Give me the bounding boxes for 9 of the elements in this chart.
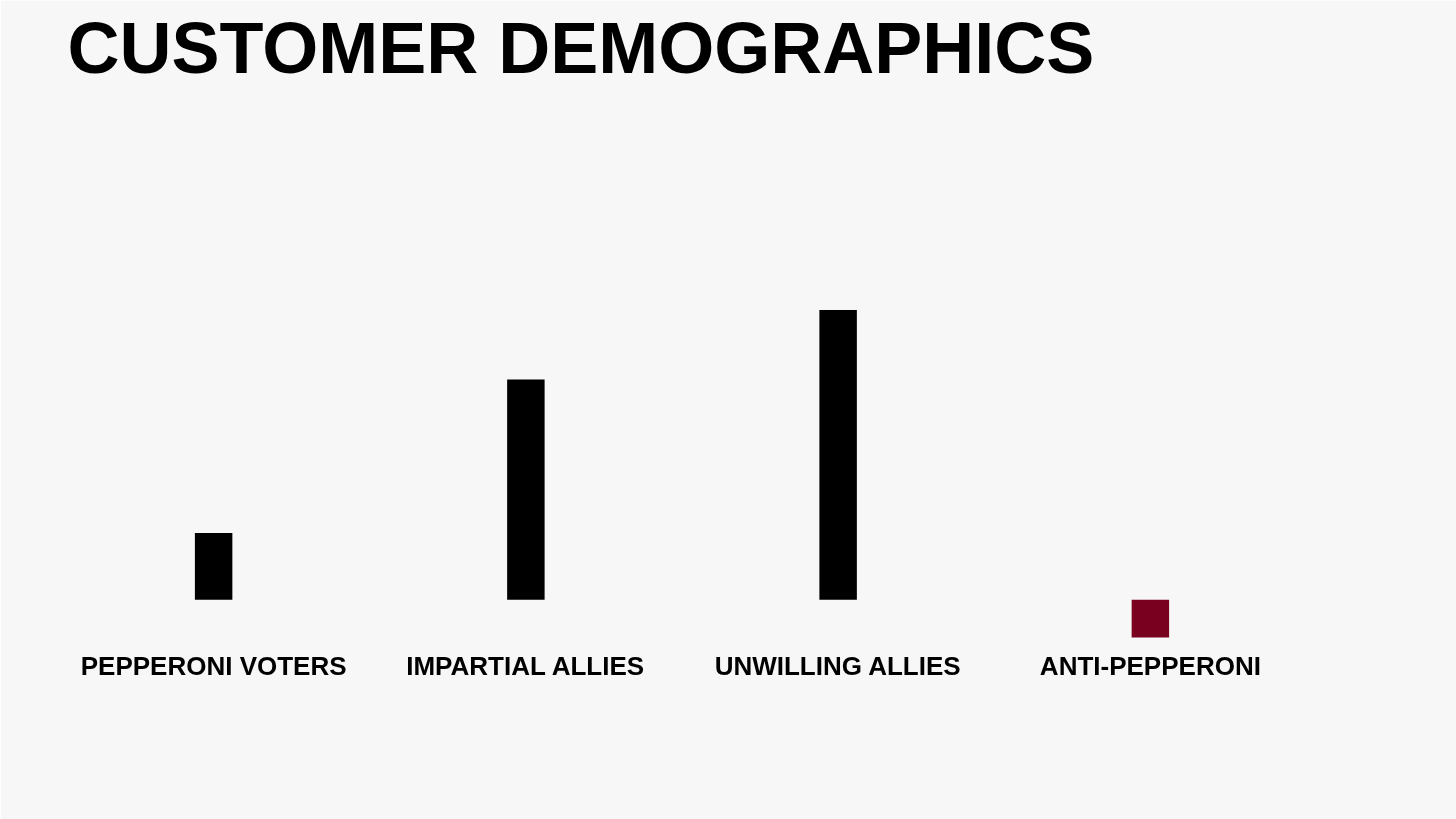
x-tick-label: IMPARTIAL ALLIES: [406, 651, 645, 682]
bar: [1131, 599, 1170, 638]
bar: [194, 533, 233, 600]
chart-title: CUSTOMER DEMOGRAPHICS: [67, 7, 1095, 88]
x-tick-label: UNWILLING ALLIES: [714, 651, 961, 682]
bar: [507, 379, 545, 600]
x-tick-label: ANTI-PEPPERONI: [1039, 651, 1261, 682]
x-tick-label: PEPPERONI VOTERS: [80, 651, 347, 682]
bar: [819, 309, 857, 600]
